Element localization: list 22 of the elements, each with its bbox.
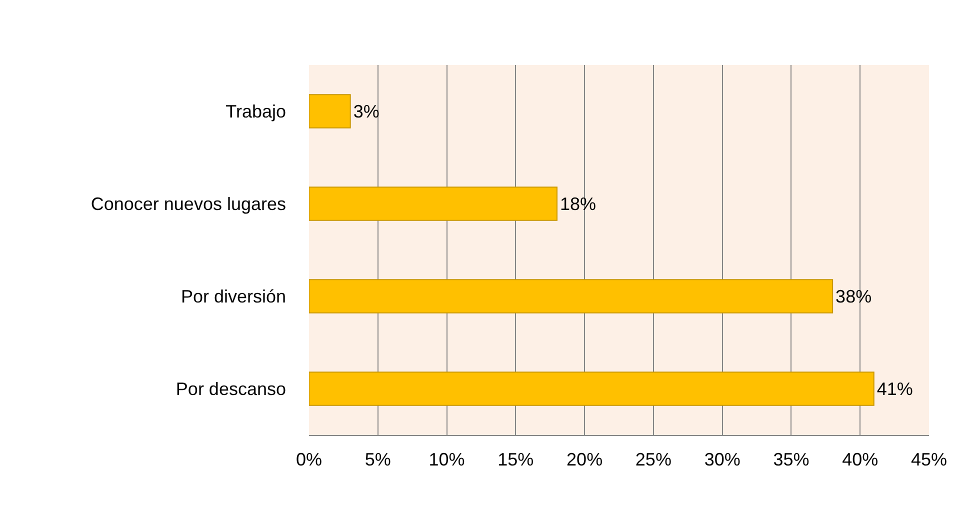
x-tick-label: 25% xyxy=(635,450,672,470)
bar xyxy=(309,279,834,314)
x-tick-label: 5% xyxy=(364,450,391,470)
x-tick-label: 20% xyxy=(566,450,603,470)
y-tick-label: Conocer nuevos lugares xyxy=(90,194,286,214)
y-tick-label: Trabajo xyxy=(226,102,286,122)
data-label: 38% xyxy=(836,286,872,306)
x-tick-label: 30% xyxy=(704,450,740,470)
x-tick-label: 15% xyxy=(498,450,534,470)
data-label: 3% xyxy=(353,101,380,122)
bar xyxy=(309,94,351,128)
x-tick-label: 10% xyxy=(428,450,465,470)
x-tick-label: 35% xyxy=(773,450,810,470)
x-tick-label: 45% xyxy=(910,450,948,470)
bar xyxy=(309,186,558,221)
y-tick-label: Por descanso xyxy=(176,379,286,400)
x-tick-label: 40% xyxy=(842,450,878,470)
bar xyxy=(309,372,874,406)
x-tick-label: 0% xyxy=(296,450,322,470)
y-tick-label: Por diversión xyxy=(180,286,286,307)
data-label: 41% xyxy=(876,378,913,399)
data-label: 18% xyxy=(560,194,596,214)
